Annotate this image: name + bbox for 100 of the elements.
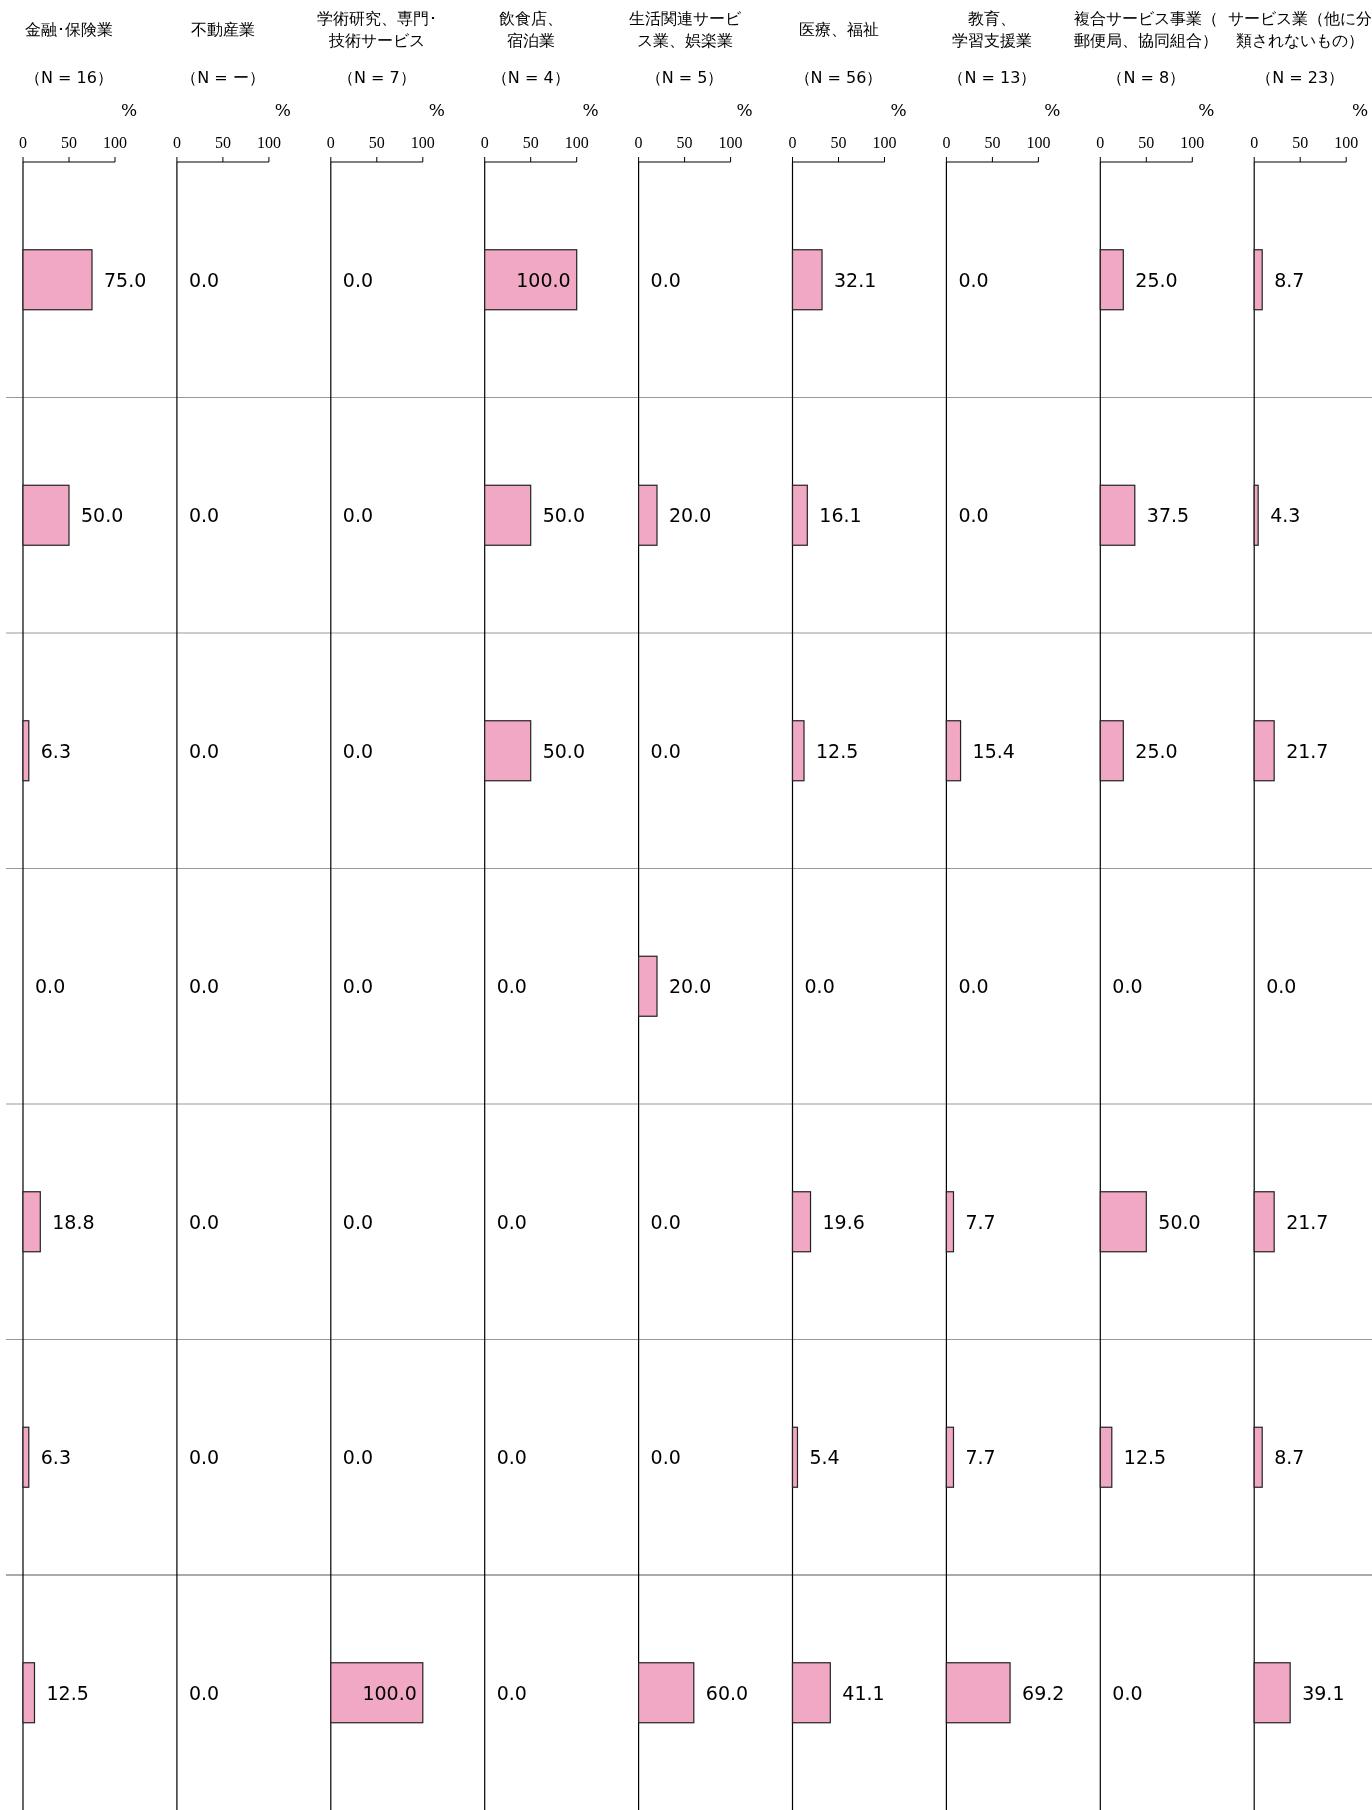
x-tick-label: 0 <box>326 134 335 151</box>
x-tick-label: 0 <box>172 134 181 151</box>
data-label: 8.7 <box>1274 268 1305 291</box>
bar <box>945 1426 955 1488</box>
chart-subtitle: （N = 8） <box>1107 68 1186 87</box>
bar <box>1253 1662 1291 1724</box>
x-tick-label: 100 <box>103 134 127 151</box>
chart-subtitle: （N = 5） <box>645 68 724 87</box>
chart-subtitle: （N = 23） <box>1256 68 1345 87</box>
chart-title: 医療、福祉 <box>798 20 879 39</box>
x-tick-label: 100 <box>564 134 589 151</box>
data-label: 50.0 <box>542 739 586 762</box>
chart-title: 生活関連サービス業、娯楽業 <box>628 9 742 50</box>
x-tick-label: 100 <box>718 134 743 151</box>
bar <box>1253 484 1259 546</box>
bar <box>791 1191 812 1253</box>
chart-title: 学術研究、専門･技術サービス <box>316 9 437 50</box>
chart-subtitle: （N = ー） <box>181 68 265 87</box>
data-label: 0.0 <box>342 739 374 762</box>
chart-title: 金融･保険業 <box>25 20 113 39</box>
bar <box>22 1662 36 1724</box>
data-label: 8.7 <box>1274 1446 1305 1469</box>
data-label: 50.0 <box>81 504 124 527</box>
data-label: 32.1 <box>834 268 877 291</box>
data-label: 21.7 <box>1286 739 1329 762</box>
bar <box>945 1191 955 1253</box>
chart-title: 複合サービス事業（郵便局、協同組合） <box>1074 9 1219 50</box>
chart-title: 飲食店、宿泊業 <box>498 9 563 50</box>
x-tick-label: 0 <box>788 134 797 151</box>
data-label: 39.1 <box>1302 1681 1345 1704</box>
data-label: 37.5 <box>1146 504 1190 527</box>
data-label: 0.0 <box>342 268 374 291</box>
x-axis-title: % <box>582 100 599 120</box>
data-label: 41.1 <box>842 1681 885 1704</box>
x-axis-title: % <box>274 100 291 120</box>
x-tick-label: 0 <box>19 134 27 151</box>
data-label: 0.0 <box>188 975 220 998</box>
data-label: 0.0 <box>188 1681 220 1704</box>
bar <box>1099 1426 1113 1488</box>
data-label: 20.0 <box>669 504 712 527</box>
chart-title: 教育、学習支援業 <box>952 9 1033 50</box>
x-tick-label: 0 <box>942 134 951 151</box>
bar <box>791 720 805 782</box>
bar <box>22 484 70 546</box>
data-label: 0.0 <box>650 268 681 291</box>
chart-subtitle: （N = 16） <box>25 68 113 87</box>
data-label: 0.0 <box>1112 1681 1143 1704</box>
x-tick-label: 100 <box>410 134 435 151</box>
chart-subtitle: （N = 56） <box>794 68 883 87</box>
bar <box>791 1662 831 1724</box>
data-label: 25.0 <box>1135 739 1178 762</box>
data-label: 75.0 <box>104 268 147 291</box>
data-label: 19.6 <box>822 1210 865 1233</box>
data-label: 0.0 <box>804 975 835 998</box>
data-label: 7.7 <box>965 1210 996 1233</box>
data-label: 0.0 <box>650 739 681 762</box>
x-tick-label: 100 <box>256 134 281 151</box>
x-tick-label: 0 <box>1096 134 1105 151</box>
data-label: 0.0 <box>958 504 989 527</box>
data-label: 6.3 <box>40 1446 72 1469</box>
bar <box>22 249 93 311</box>
x-tick-label: 50 <box>522 134 539 151</box>
bar <box>1253 1426 1263 1488</box>
bar <box>22 1191 41 1253</box>
chart-title: サービス業（他に分類されないもの） <box>1228 9 1372 50</box>
x-tick-label: 100 <box>1180 134 1205 151</box>
bar <box>945 720 962 782</box>
x-tick-label: 50 <box>676 134 693 151</box>
data-label: 0.0 <box>188 1210 220 1233</box>
bar <box>1099 249 1124 311</box>
x-tick-label: 100 <box>1334 134 1359 151</box>
data-label: 0.0 <box>1266 975 1297 998</box>
bar <box>1253 249 1263 311</box>
data-label: 0.0 <box>958 268 989 291</box>
data-label: 0.0 <box>188 739 220 762</box>
data-label: 0.0 <box>188 504 220 527</box>
bar <box>791 249 823 311</box>
data-label: 25.0 <box>1135 268 1178 291</box>
data-label: 0.0 <box>342 504 374 527</box>
data-label: 0.0 <box>496 1210 527 1233</box>
bar <box>1099 1191 1147 1253</box>
data-label: 0.0 <box>188 268 220 291</box>
bar <box>791 484 808 546</box>
bar <box>1099 720 1124 782</box>
data-label: 50.0 <box>1158 1210 1201 1233</box>
x-tick-label: 100 <box>1026 134 1051 151</box>
x-tick-label: 0 <box>634 134 643 151</box>
data-label: 100.0 <box>362 1681 417 1704</box>
x-tick-label: 50 <box>214 134 231 151</box>
data-label: 7.7 <box>965 1446 996 1469</box>
x-tick-label: 50 <box>368 134 385 151</box>
x-axis-title: % <box>428 100 445 120</box>
bar <box>22 1426 30 1488</box>
data-label: 100.0 <box>516 268 571 291</box>
data-label: 0.0 <box>188 1446 220 1469</box>
data-label: 15.4 <box>972 739 1015 762</box>
data-label: 20.0 <box>669 975 712 998</box>
chart-subtitle: （N = 7） <box>337 68 416 87</box>
data-label: 69.2 <box>1022 1681 1065 1704</box>
x-axis-title: % <box>736 100 753 120</box>
